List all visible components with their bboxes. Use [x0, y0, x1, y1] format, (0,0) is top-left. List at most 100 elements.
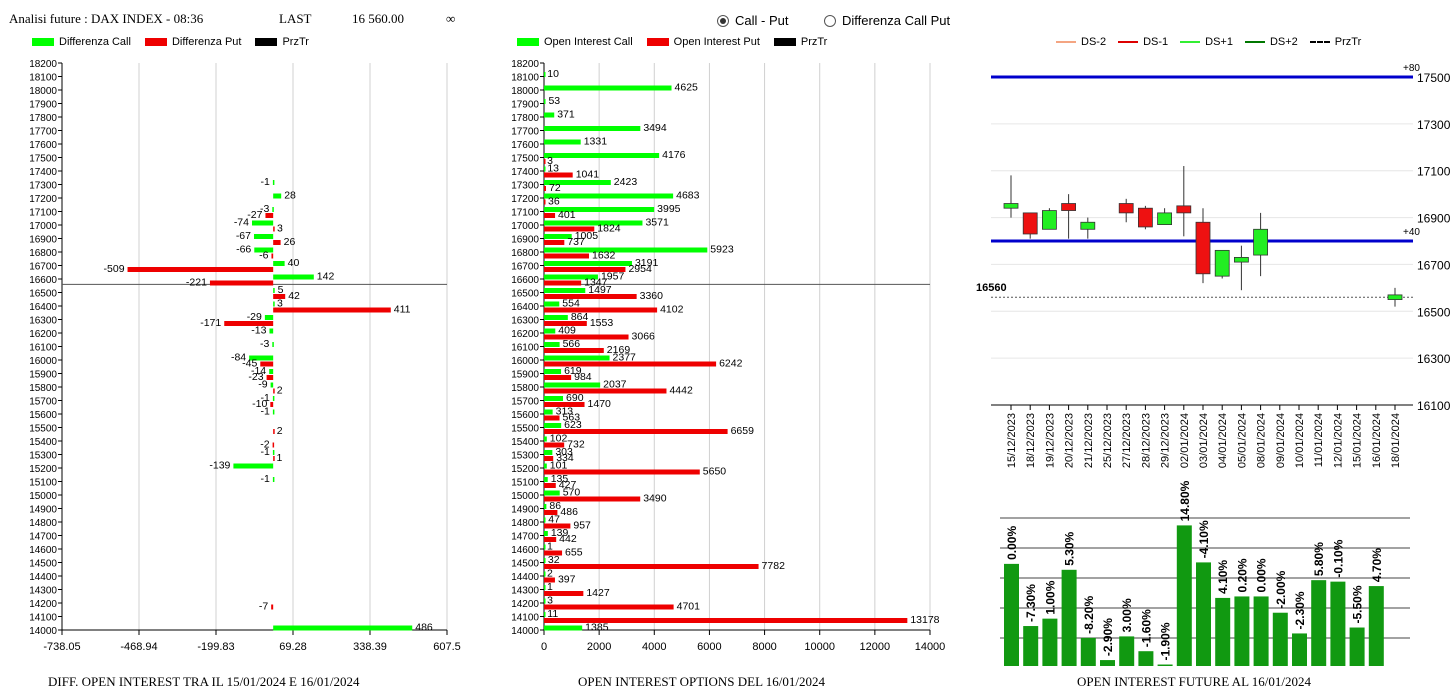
data-label: -3: [260, 203, 269, 215]
legend-item: Differenza Put: [144, 36, 241, 48]
percent-bar: [1119, 636, 1135, 666]
x-tick-label: 4000: [642, 641, 666, 653]
data-label: 1632: [592, 250, 616, 262]
strike-label: 16400: [511, 302, 539, 313]
percent-bar: [1061, 569, 1077, 666]
date-label: 15/01/2024: [1352, 413, 1364, 468]
strike-label: 15600: [29, 410, 57, 421]
strike-label: 17900: [29, 100, 57, 111]
bar: [544, 517, 546, 523]
date-label: 03/01/2024: [1198, 413, 1210, 468]
strike-label: 14500: [29, 559, 57, 570]
x-tick-label: 338.39: [353, 641, 387, 653]
data-label: 2169: [607, 344, 631, 356]
radio-selected-icon[interactable]: [717, 14, 729, 27]
data-label: 411: [394, 304, 411, 316]
legend-item: PrzTr: [773, 36, 827, 48]
data-label: 2: [277, 385, 283, 397]
view-option-difference[interactable]: Differenza Call Put: [824, 13, 950, 28]
bar: [252, 220, 274, 226]
data-label: 42: [288, 290, 300, 302]
percent-bar: [1157, 664, 1173, 666]
data-label: 5: [278, 284, 284, 296]
strike-label: 14900: [29, 505, 57, 516]
legend-right: DS-2 DS-1 DS+1 DS+2 PrzTr: [1056, 36, 1361, 48]
percent-label: -4.10%: [1197, 520, 1211, 558]
bar: [544, 126, 641, 131]
strike-label: 15200: [29, 464, 57, 475]
view-option-call-put[interactable]: Call - Put: [717, 13, 788, 28]
data-label: 26: [284, 236, 296, 248]
view-option-call-put-label: Call - Put: [735, 13, 789, 28]
bar: [544, 247, 708, 253]
percent-label: 0.00%: [1005, 526, 1019, 560]
strike-label: 16900: [511, 235, 539, 246]
strike-label: 18200: [29, 59, 57, 70]
bar: [264, 315, 274, 320]
bar: [544, 207, 655, 212]
data-label: 957: [573, 520, 591, 532]
data-label: 10: [547, 68, 559, 80]
strike-label: 16100: [511, 343, 539, 354]
bar: [544, 307, 658, 313]
strike-label: 17000: [29, 221, 57, 232]
data-label: -27: [247, 209, 262, 221]
x-tick-label: 8000: [752, 641, 776, 653]
x-tick-label: 10000: [804, 641, 835, 653]
strike-label: 18200: [511, 59, 539, 70]
bar: [544, 537, 557, 542]
data-label: 7782: [762, 560, 786, 572]
data-label: 486: [560, 506, 578, 518]
data-label: -10: [252, 398, 267, 410]
data-label: 984: [574, 371, 592, 383]
strike-label: 15700: [511, 397, 539, 408]
bar: [544, 612, 546, 617]
bar: [544, 463, 547, 469]
bar: [544, 220, 643, 226]
date-label: 12/01/2024: [1332, 413, 1344, 468]
strike-label: 15400: [511, 437, 539, 448]
data-label: 36: [548, 196, 560, 208]
candle-body: [1195, 221, 1211, 275]
data-label: 1041: [576, 169, 600, 181]
radio-unselected-icon[interactable]: [824, 14, 836, 27]
candle-body: [1003, 203, 1019, 209]
legend-item: Open Interest Put: [646, 36, 760, 48]
bar: [544, 294, 637, 299]
data-label: -7: [259, 601, 268, 613]
bar: [254, 247, 274, 253]
x-tick-label: 12000: [860, 641, 891, 653]
percent-bar: [1349, 627, 1365, 666]
date-label: 11/01/2024: [1313, 413, 1325, 467]
strike-label: 17800: [29, 113, 57, 124]
strike-label: 14200: [29, 599, 57, 610]
legend-item: PrzTr: [255, 36, 309, 48]
strike-label: 17100: [511, 208, 539, 219]
candle-body: [1022, 212, 1038, 235]
bar: [544, 550, 563, 556]
data-label: 623: [564, 419, 582, 431]
data-label: 72: [549, 182, 561, 194]
data-label: -29: [247, 311, 262, 323]
strike-label: 15800: [29, 383, 57, 394]
data-label: 86: [549, 500, 561, 512]
data-label: 11: [547, 608, 558, 620]
candle-body: [1118, 203, 1134, 214]
strike-label: 17200: [29, 194, 57, 205]
data-label: 4683: [676, 190, 700, 202]
data-label: 427: [559, 479, 577, 491]
bar: [544, 450, 553, 455]
date-label: 20/12/2023: [1064, 413, 1076, 468]
strike-label: 14000: [29, 626, 57, 637]
bar: [544, 274, 598, 280]
candle-body: [1061, 203, 1076, 211]
candle-body: [1387, 294, 1403, 300]
percent-label: -2.90%: [1101, 618, 1115, 656]
last-label: LAST: [279, 11, 312, 26]
data-label: 5650: [703, 466, 727, 478]
data-label: 1: [547, 541, 553, 553]
legend-item: Differenza Call: [32, 36, 131, 48]
percent-bar: [1272, 612, 1288, 666]
bar: [127, 267, 274, 272]
legend-swatch: [517, 38, 539, 46]
